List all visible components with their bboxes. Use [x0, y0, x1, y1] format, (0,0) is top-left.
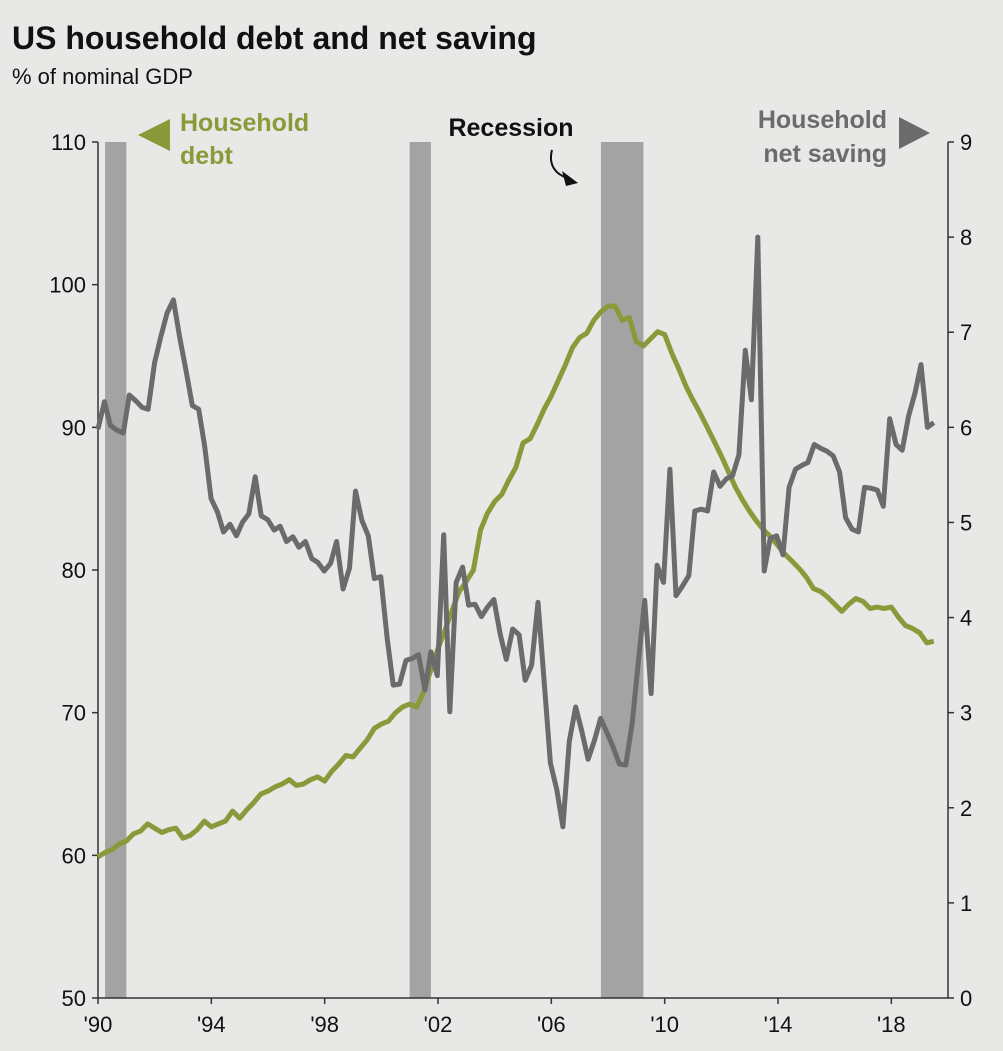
chart-title: US household debt and net saving [12, 20, 537, 56]
right-tick-label: 5 [960, 510, 972, 535]
left-tick-label: 60 [62, 843, 86, 868]
right-tick-label: 3 [960, 701, 972, 726]
x-tick-label: '94 [197, 1012, 226, 1037]
chart-subtitle: % of nominal GDP [12, 64, 193, 89]
x-tick-label: '18 [877, 1012, 906, 1037]
right-tick-label: 1 [960, 891, 972, 916]
right-tick-label: 9 [960, 130, 972, 155]
recession-arrowhead-icon [562, 171, 578, 186]
x-tick-label: '98 [310, 1012, 339, 1037]
saving-label-line2: net saving [763, 140, 887, 168]
debt-label-line1: Household [180, 109, 309, 137]
recession-band-0 [105, 142, 127, 998]
right-tick-label: 8 [960, 225, 972, 250]
left-tick-label: 110 [51, 130, 86, 155]
x-tick-label: '02 [424, 1012, 453, 1037]
left-tick-label: 70 [62, 701, 86, 726]
right-tick-label: 4 [960, 606, 972, 631]
x-tick-label: '06 [537, 1012, 566, 1037]
x-tick-label: '10 [650, 1012, 679, 1037]
saving-label-line1: Household [758, 106, 887, 134]
left-tick-label: 90 [62, 415, 86, 440]
right-tick-label: 2 [960, 796, 972, 821]
x-tick-label: '14 [764, 1012, 793, 1037]
recession-band-2 [600, 142, 644, 998]
right-tick-label: 0 [960, 986, 972, 1011]
x-tick-label: '90 [84, 1012, 113, 1037]
debt-left-arrow-icon [138, 119, 170, 151]
debt-label-line2: debt [180, 142, 233, 170]
left-tick-label: 50 [62, 986, 86, 1011]
left-tick-label: 100 [49, 273, 86, 298]
recession-label: Recession [448, 114, 573, 142]
household-debt-line [96, 303, 935, 859]
right-tick-label: 7 [960, 320, 972, 345]
saving-right-arrow-icon [899, 117, 930, 149]
household-net-saving-line [95, 234, 936, 830]
recession-band-1 [409, 142, 431, 998]
left-tick-label: 80 [62, 558, 86, 583]
right-tick-label: 6 [960, 415, 972, 440]
